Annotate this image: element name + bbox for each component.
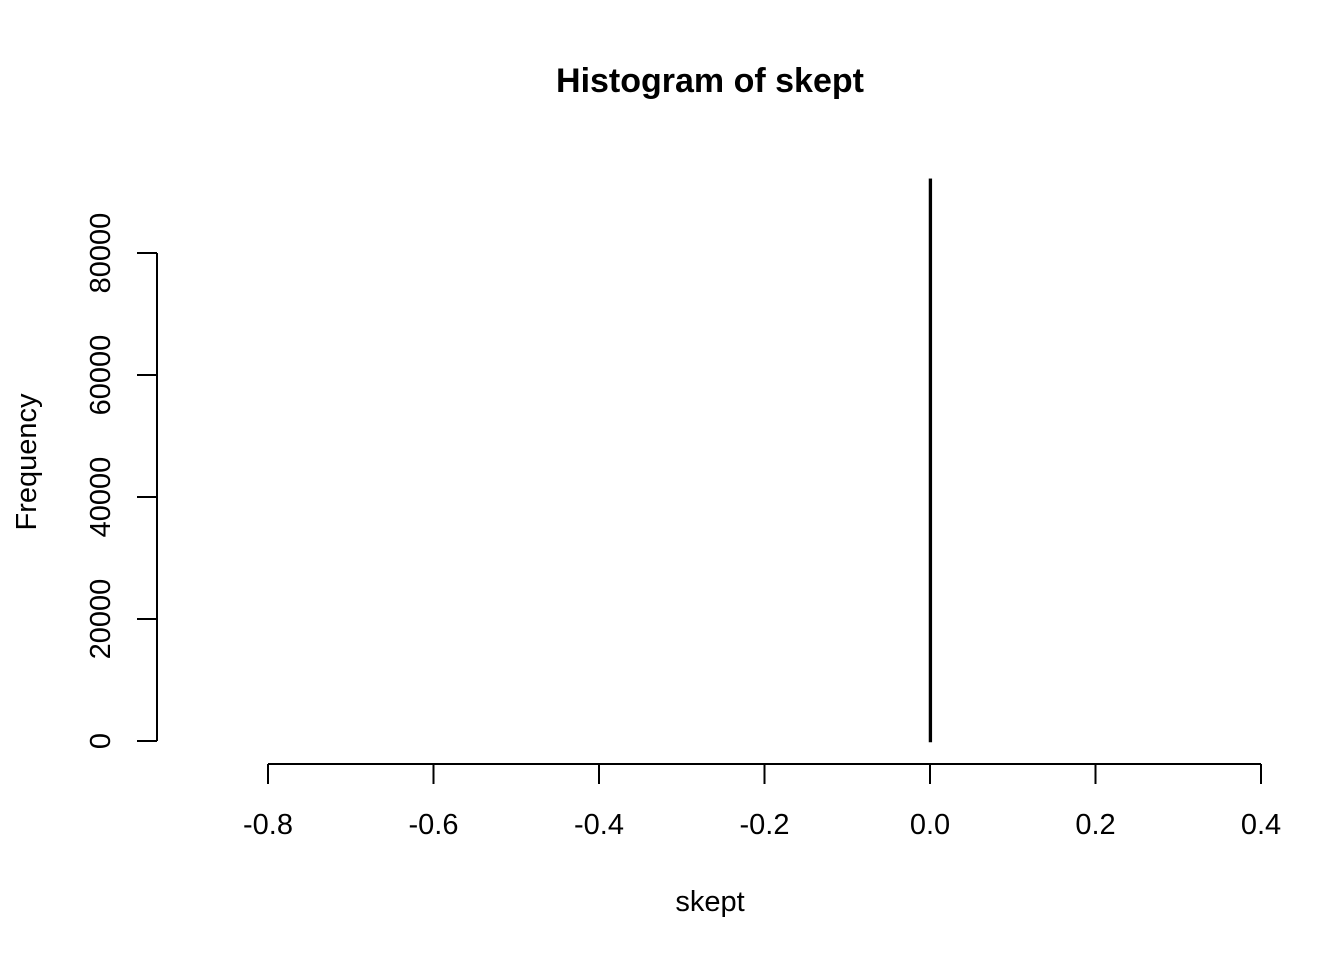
chart-title: Histogram of skept: [556, 62, 864, 100]
y-axis-label: Frequency: [11, 393, 43, 531]
x-axis: -0.8 -0.6 -0.4 -0.2 0.0 0.2 0.4: [243, 763, 1281, 841]
y-tick-label: 80000: [85, 213, 117, 294]
histogram-bars: [928, 178, 933, 743]
histogram-bar-1: [928, 178, 933, 743]
y-tick-label: 60000: [85, 335, 117, 416]
x-tick-label: -0.2: [740, 809, 790, 841]
y-axis: 0 20000 40000 60000 80000: [85, 213, 158, 749]
x-tick-label: 0.4: [1241, 809, 1281, 841]
x-tick-label: 0.2: [1075, 809, 1115, 841]
x-tick-label: -0.8: [243, 809, 293, 841]
y-tick-label: 0: [85, 733, 117, 749]
x-tick-label: -0.4: [574, 809, 624, 841]
y-tick-label: 20000: [85, 579, 117, 660]
x-tick-label: 0.0: [910, 809, 950, 841]
y-tick-label: 40000: [85, 457, 117, 538]
x-axis-label: skept: [675, 886, 744, 918]
x-tick-label: -0.6: [409, 809, 459, 841]
